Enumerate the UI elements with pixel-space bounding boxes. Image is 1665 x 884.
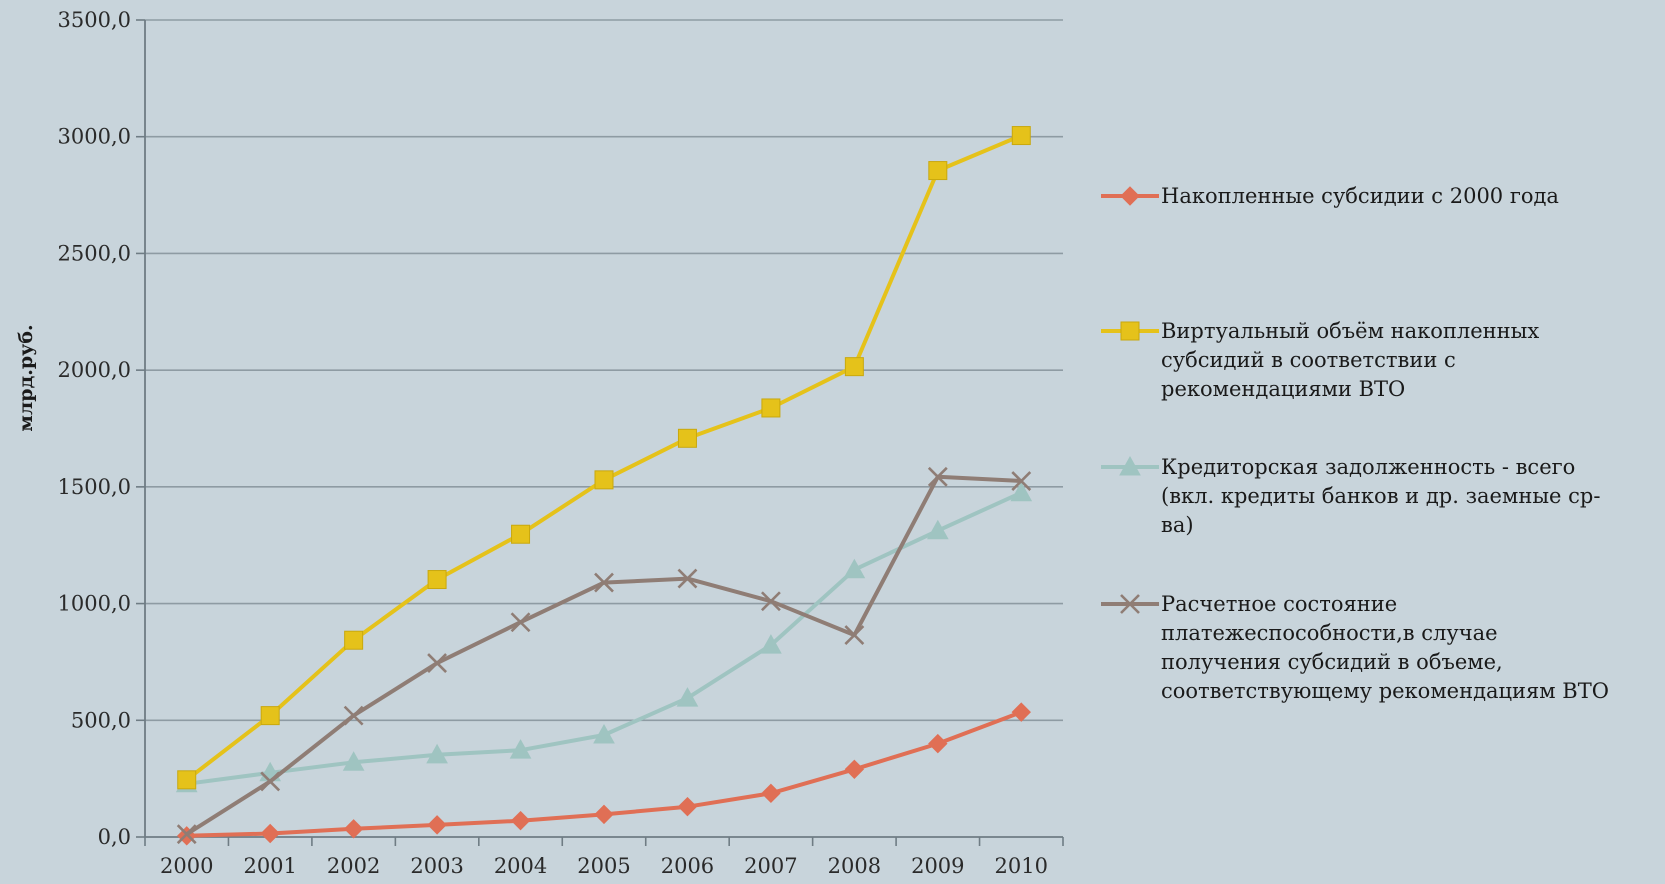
data-point (760, 591, 781, 612)
legend-item: Расчетное состояние платежеспособности,в … (1101, 592, 1609, 703)
x-tick-label: 2006 (661, 854, 714, 878)
series-4 (176, 466, 1032, 845)
legend-label: Кредиторская задолженность - всего (1161, 455, 1575, 479)
data-point (761, 398, 781, 418)
axes (136, 19, 1064, 846)
data-point (928, 733, 948, 754)
data-point (844, 759, 865, 780)
y-tick-label: 2000,0 (58, 358, 131, 382)
data-point (342, 751, 365, 771)
data-point (594, 804, 614, 825)
data-point (677, 428, 697, 448)
x-tick-label: 2007 (744, 854, 797, 878)
series-line (185, 133, 1023, 782)
data-point (927, 466, 948, 487)
data-point (176, 824, 197, 845)
legend-item: Виртуальный объём накопленных субсидий в … (1101, 319, 1539, 401)
y-tick-label: 3000,0 (58, 125, 131, 149)
y-tick-label: 0,0 (98, 825, 131, 849)
data-point (761, 783, 781, 804)
legend-label: ва) (1161, 513, 1194, 537)
legend-swatch-marker (1120, 594, 1140, 614)
x-tick-label: 2002 (327, 854, 380, 878)
data-point (593, 723, 615, 744)
x-tick-label: 2008 (828, 854, 881, 878)
data-point (926, 519, 949, 540)
data-point (427, 653, 448, 674)
x-tick-label: 2000 (160, 854, 213, 878)
data-point (594, 572, 614, 593)
legend-label: соответствующему рекомендациям ВТО (1161, 679, 1609, 703)
x-tick-label: 2001 (243, 854, 296, 878)
legend-label: получения субсидий в объеме, (1161, 650, 1503, 674)
legend-item: Кредиторская задолженность - всего (вкл. … (1101, 455, 1600, 537)
data-point (1010, 481, 1033, 502)
y-tick-label: 500,0 (71, 708, 131, 732)
data-point (509, 739, 532, 759)
data-point (260, 706, 280, 726)
series-line (185, 474, 1022, 836)
legend-label: Расчетное состояние (1161, 592, 1397, 616)
data-point (177, 770, 197, 790)
y-axis-tick-labels: 0,0 500,0 1000,0 1500,0 2000,0 2500,0 3000,0 35… (58, 8, 131, 849)
series-lines (175, 126, 1033, 846)
y-tick-label: 1000,0 (58, 592, 131, 616)
data-point (843, 558, 866, 579)
data-point (510, 612, 531, 633)
data-point (260, 823, 280, 844)
legend-swatch-marker (1120, 186, 1140, 206)
legend-label: Накопленные субсидии с 2000 года (1161, 184, 1559, 208)
y-tick-label: 1500,0 (58, 475, 131, 499)
data-point (343, 705, 364, 726)
legend-label: платежеспособности,в случае (1161, 621, 1498, 645)
data-point (677, 796, 698, 817)
data-point (844, 357, 864, 377)
x-tick-label: 2009 (911, 854, 964, 878)
legend-label: Виртуальный объём накопленных (1161, 319, 1539, 343)
data-point (1011, 471, 1032, 491)
data-point (427, 570, 447, 590)
data-point (594, 470, 614, 490)
data-point (1011, 126, 1031, 146)
data-point (426, 743, 448, 764)
data-point (676, 687, 699, 707)
legend-label: рекомендациями ВТО (1161, 377, 1405, 401)
legend-label: субсидий в соответствии с (1161, 348, 1456, 372)
data-point (760, 634, 782, 654)
y-tick-label: 2500,0 (58, 241, 131, 265)
data-point (511, 524, 531, 544)
data-point (343, 819, 364, 839)
legend-item: Накопленные субсидии с 2000 года (1101, 184, 1559, 208)
data-point (344, 630, 364, 650)
legend-swatch-marker (1120, 321, 1140, 341)
x-tick-label: 2004 (494, 854, 547, 878)
grid-lines (145, 19, 1063, 722)
series-3 (175, 481, 1033, 793)
legend: Накопленные субсидии с 2000 года Виртуаль… (1101, 184, 1609, 703)
data-point (260, 771, 281, 792)
x-axis-tick-labels: 2000 2001 2002 2003 2004 2005 2006 2007 2008 2009… (160, 854, 1048, 878)
data-point (844, 625, 865, 646)
data-point (510, 810, 531, 831)
y-axis-title: млрд.руб. (15, 324, 37, 431)
legend-swatch-marker (1119, 455, 1141, 476)
x-tick-label: 2005 (577, 854, 630, 878)
data-point (928, 161, 948, 181)
data-point (677, 568, 698, 589)
series-2 (177, 126, 1031, 790)
legend-label: (вкл. кредиты банков и др. заемные ср- (1161, 484, 1600, 508)
y-tick-label: 3500,0 (58, 8, 131, 32)
x-tick-label: 2010 (995, 854, 1048, 878)
x-tick-label: 2003 (410, 854, 463, 878)
data-point (427, 815, 447, 835)
data-point (1011, 702, 1031, 722)
